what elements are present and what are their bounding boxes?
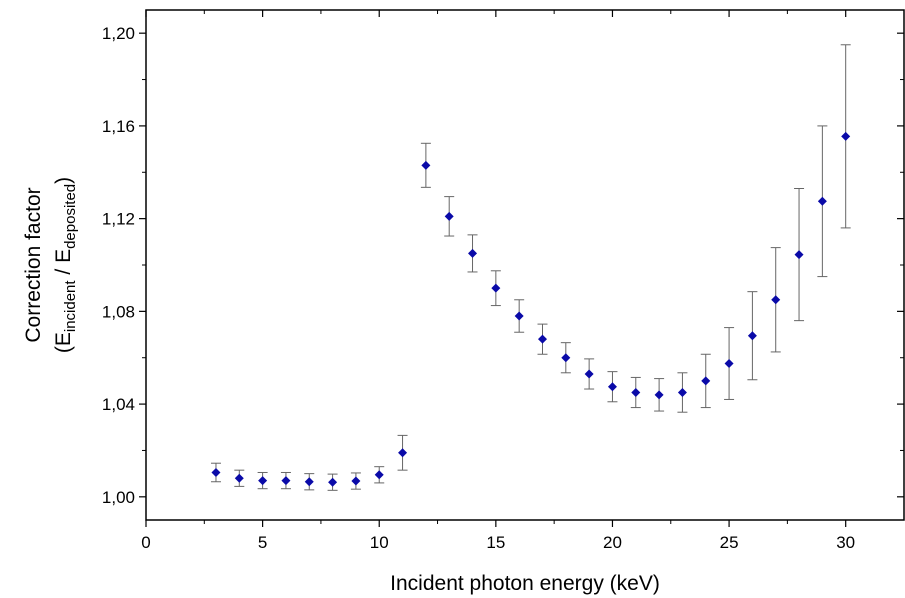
- data-point: [561, 353, 571, 363]
- x-axis-ticks: 0 5 10 15 20 25 30: [141, 10, 855, 552]
- y-axis-title-open: (E: [52, 332, 75, 353]
- y-axis-title-sub-deposited: deposited: [62, 184, 79, 249]
- y-axis-title-sub-incident: incident: [62, 280, 79, 333]
- data-point: [258, 476, 268, 486]
- x-tick-label: 5: [258, 533, 267, 552]
- y-axis-title-slash: / E: [52, 249, 75, 281]
- y-axis-ticks: 1,00 1,04 1,08 1,12 1,16 1,20: [102, 24, 904, 507]
- data-point: [328, 477, 338, 487]
- x-axis-title: Incident photon energy (keV): [390, 572, 660, 595]
- data-point: [677, 388, 687, 397]
- data-point: [631, 388, 641, 397]
- y-tick-label: 1,16: [102, 117, 135, 136]
- data-point: [374, 470, 384, 480]
- data-point: [537, 334, 547, 344]
- data-point: [584, 369, 594, 379]
- data-point: [444, 211, 454, 221]
- data-point: [468, 248, 478, 258]
- y-axis-title-line1: Correction factor: [22, 187, 45, 342]
- plot-frame: [145, 9, 905, 521]
- data-point: [794, 250, 804, 260]
- data-point: [351, 476, 361, 486]
- y-tick-label: 1,00: [102, 488, 135, 507]
- data-point: [747, 331, 757, 341]
- x-tick-label: 0: [141, 533, 150, 552]
- y-tick-label: 1,04: [102, 395, 135, 414]
- data-point: [421, 160, 431, 170]
- data-point: [211, 467, 221, 477]
- data-point: [724, 359, 734, 369]
- y-tick-label: 1,12: [102, 210, 135, 229]
- x-tick-label: 15: [486, 533, 505, 552]
- data-point: [514, 311, 524, 321]
- data-point: [281, 476, 291, 486]
- data-point: [234, 473, 244, 483]
- data-point: [701, 376, 711, 386]
- x-tick-label: 20: [603, 533, 622, 552]
- data-point: [398, 448, 408, 458]
- x-tick-label: 10: [370, 533, 389, 552]
- data-point: [817, 196, 827, 206]
- y-tick-label: 1,08: [102, 302, 135, 321]
- y-axis-title-line2: (Eincident / Edeposited): [52, 177, 79, 353]
- y-axis-title-close: ): [52, 177, 75, 184]
- x-tick-label: 25: [720, 533, 739, 552]
- data-point: [841, 131, 851, 141]
- data-points: [210, 44, 851, 491]
- data-point: [654, 390, 664, 400]
- x-tick-label: 30: [836, 533, 855, 552]
- data-point: [304, 477, 314, 487]
- data-point: [771, 295, 781, 305]
- y-tick-label: 1,20: [102, 24, 135, 43]
- data-point: [491, 283, 501, 293]
- data-point: [607, 382, 617, 392]
